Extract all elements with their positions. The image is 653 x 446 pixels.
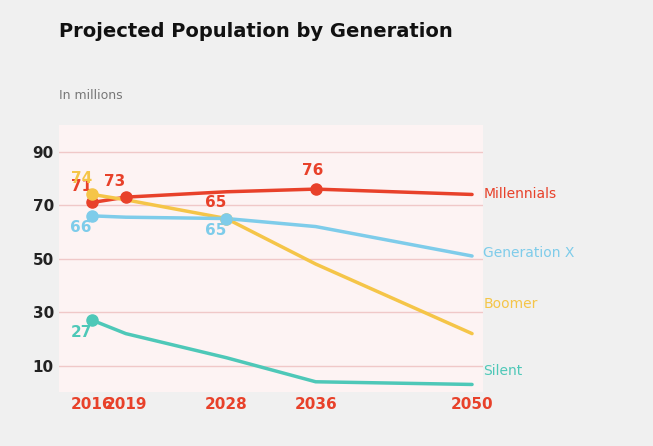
Text: 71: 71 (71, 179, 91, 194)
Text: In millions: In millions (59, 89, 122, 102)
Text: 65: 65 (204, 223, 226, 238)
Text: Boomer: Boomer (483, 297, 537, 311)
Text: 74: 74 (71, 171, 92, 186)
Text: 73: 73 (104, 174, 125, 189)
Text: Silent: Silent (483, 364, 522, 378)
Text: Generation X: Generation X (483, 246, 575, 260)
Text: 76: 76 (302, 163, 324, 178)
Text: Millennials: Millennials (483, 187, 556, 202)
Text: 27: 27 (71, 325, 92, 340)
Text: 65: 65 (204, 195, 226, 210)
Text: 66: 66 (71, 220, 92, 235)
Text: Projected Population by Generation: Projected Population by Generation (59, 22, 453, 41)
